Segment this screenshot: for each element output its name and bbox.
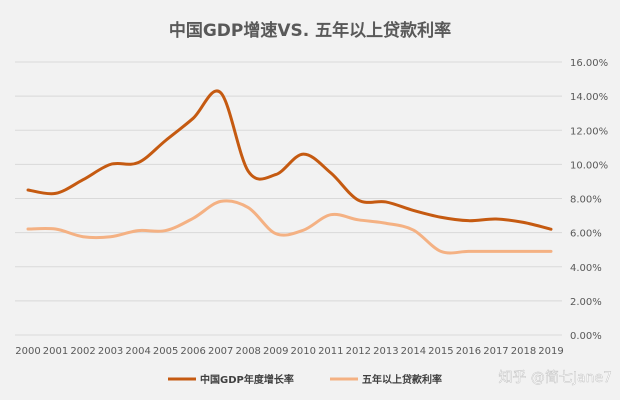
x-tick-label: 2014 [401, 346, 426, 357]
x-tick-label: 2009 [263, 346, 288, 357]
y-tick-label: 2.00% [570, 297, 602, 308]
x-tick-label: 2007 [208, 346, 233, 357]
x-tick-label: 2008 [235, 346, 260, 357]
y-tick-label: 0.00% [570, 331, 602, 342]
x-tick-label: 2012 [346, 346, 371, 357]
watermark: 知乎 @简七Jane7 [498, 369, 612, 386]
x-tick-label: 2019 [538, 346, 563, 357]
x-tick-label: 2005 [153, 346, 178, 357]
y-tick-label: 14.00% [570, 92, 608, 103]
series-line-rate [26, 199, 553, 255]
legend-label-rate: 五年以上贷款利率 [362, 373, 442, 386]
x-tick-label: 2013 [373, 346, 398, 357]
x-tick-label: 2000 [15, 346, 40, 357]
x-tick-label: 2006 [180, 346, 205, 357]
x-tick-label: 2001 [43, 346, 68, 357]
x-tick-label: 2017 [483, 346, 508, 357]
y-tick-label: 8.00% [570, 195, 602, 206]
y-tick-label: 10.00% [570, 160, 608, 171]
y-tick-label: 6.00% [570, 229, 602, 240]
x-tick-label: 2018 [511, 346, 536, 357]
x-tick-label: 2002 [70, 346, 95, 357]
chart-title: 中国GDP增速VS. 五年以上贷款利率 [169, 20, 451, 41]
x-tick-label: 2016 [456, 346, 481, 357]
series-line-gdp [26, 89, 553, 231]
x-tick-label: 2011 [318, 346, 343, 357]
y-tick-label: 4.00% [570, 263, 602, 274]
y-tick-label: 16.00% [570, 58, 608, 69]
y-tick-label: 12.00% [570, 126, 608, 137]
x-tick-label: 2010 [291, 346, 316, 357]
legend-label-gdp: 中国GDP年度增长率 [200, 373, 294, 386]
x-tick-label: 2015 [428, 346, 453, 357]
x-tick-label: 2003 [98, 346, 123, 357]
x-tick-label: 2004 [125, 346, 150, 357]
